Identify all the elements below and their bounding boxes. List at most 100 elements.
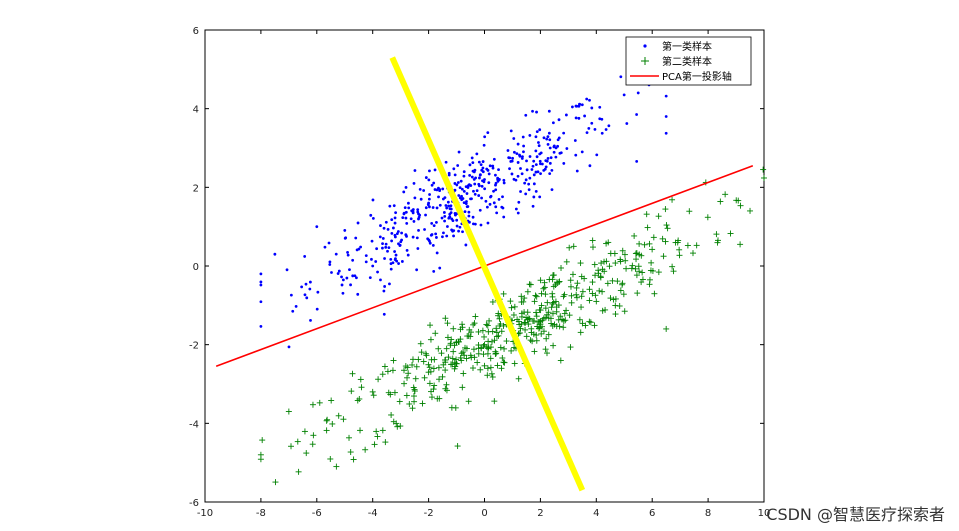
data-point-series-1 [497, 197, 501, 201]
data-point-series-1 [565, 147, 569, 150]
data-point-series-1 [480, 196, 483, 200]
data-point-series-2 [636, 240, 643, 247]
data-point-series-1 [532, 173, 536, 177]
data-point-series-2 [480, 342, 487, 349]
data-point-series-1 [492, 201, 496, 205]
data-point-series-2 [704, 214, 711, 221]
data-point-series-1 [259, 280, 263, 284]
data-point-series-1 [337, 269, 341, 273]
legend-label-series-1: 第一类样本 [662, 40, 712, 53]
data-point-series-2 [373, 428, 380, 435]
data-point-series-2 [686, 208, 693, 215]
data-point-series-2 [569, 271, 576, 278]
data-point-series-2 [587, 319, 594, 326]
data-point-series-2 [469, 365, 476, 372]
data-point-series-2 [450, 348, 457, 355]
data-point-series-1 [518, 153, 521, 157]
data-point-series-2 [562, 317, 569, 324]
data-point-series-2 [442, 315, 449, 322]
data-point-series-2 [272, 479, 279, 486]
data-point-series-1 [455, 183, 459, 187]
data-point-series-2 [633, 256, 640, 263]
data-point-series-1 [448, 215, 451, 219]
data-point-series-1 [494, 188, 498, 192]
data-point-series-1 [409, 217, 413, 221]
data-point-series-1 [316, 290, 320, 294]
data-point-series-2 [663, 325, 670, 332]
data-point-series-2 [370, 392, 377, 399]
data-point-series-1 [364, 254, 368, 258]
data-point-series-1 [472, 189, 475, 193]
data-point-series-2 [737, 241, 744, 248]
data-point-series-1 [428, 205, 431, 209]
data-point-series-2 [493, 325, 500, 332]
data-point-series-1 [430, 183, 434, 187]
data-point-series-2 [578, 304, 585, 311]
data-point-series-2 [628, 265, 635, 272]
data-point-series-2 [602, 306, 609, 313]
data-point-series-2 [401, 367, 408, 374]
data-point-series-1 [487, 181, 491, 185]
data-point-series-1 [415, 236, 419, 240]
data-point-series-1 [384, 242, 388, 246]
data-point-series-1 [473, 192, 477, 196]
data-point-series-2 [533, 313, 540, 320]
data-point-series-1 [477, 160, 481, 164]
data-point-series-2 [522, 326, 529, 333]
data-point-series-1 [413, 196, 417, 200]
x-tick-label: 10 [758, 508, 771, 519]
data-point-series-1 [547, 109, 551, 113]
data-point-series-1 [303, 255, 307, 258]
data-point-series-2 [411, 398, 418, 405]
data-point-series-2 [558, 264, 565, 271]
data-point-series-2 [465, 398, 472, 405]
data-point-series-1 [483, 178, 486, 181]
data-point-series-2 [646, 276, 653, 283]
data-point-series-2 [430, 386, 437, 393]
data-point-series-2 [500, 290, 507, 297]
x-tick-label: 6 [649, 508, 655, 519]
data-point-series-2 [664, 225, 671, 232]
data-point-series-1 [508, 167, 511, 171]
data-point-series-2 [655, 269, 662, 276]
data-point-series-2 [533, 293, 540, 300]
data-point-series-2 [620, 291, 627, 298]
data-point-series-1 [527, 188, 531, 192]
data-point-series-2 [566, 312, 573, 319]
data-point-series-1 [524, 113, 528, 117]
data-point-series-1 [376, 270, 379, 274]
x-tick-label: -2 [424, 508, 434, 519]
data-point-series-1 [552, 145, 556, 149]
data-point-series-2 [619, 247, 626, 254]
data-point-series-2 [631, 232, 638, 239]
data-point-series-1 [431, 243, 435, 247]
data-point-series-1 [305, 296, 309, 300]
data-point-series-2 [404, 374, 411, 381]
data-point-series-1 [381, 242, 384, 246]
data-point-series-1 [428, 193, 431, 196]
data-point-series-2 [453, 360, 460, 367]
data-point-series-1 [390, 239, 394, 243]
data-point-series-2 [638, 252, 645, 259]
data-point-series-1 [381, 246, 384, 250]
data-point-series-2 [475, 328, 482, 335]
data-point-series-1 [512, 150, 516, 154]
data-point-series-1 [574, 104, 578, 108]
data-point-series-1 [468, 163, 472, 167]
data-point-series-1 [371, 264, 375, 268]
data-point-series-1 [489, 195, 492, 199]
data-point-series-2 [310, 432, 317, 439]
data-point-series-1 [434, 232, 438, 236]
data-point-series-2 [516, 321, 523, 328]
data-point-series-1 [458, 225, 462, 229]
data-point-series-1 [392, 204, 396, 208]
data-point-series-1 [531, 164, 535, 168]
data-point-series-1 [432, 181, 436, 185]
data-point-series-1 [345, 276, 349, 280]
data-point-series-1 [538, 152, 542, 156]
data-point-series-2 [589, 244, 596, 251]
data-point-series-2 [670, 268, 677, 275]
data-point-series-1 [435, 220, 438, 224]
data-point-series-2 [647, 267, 654, 274]
data-point-series-1 [562, 131, 566, 135]
